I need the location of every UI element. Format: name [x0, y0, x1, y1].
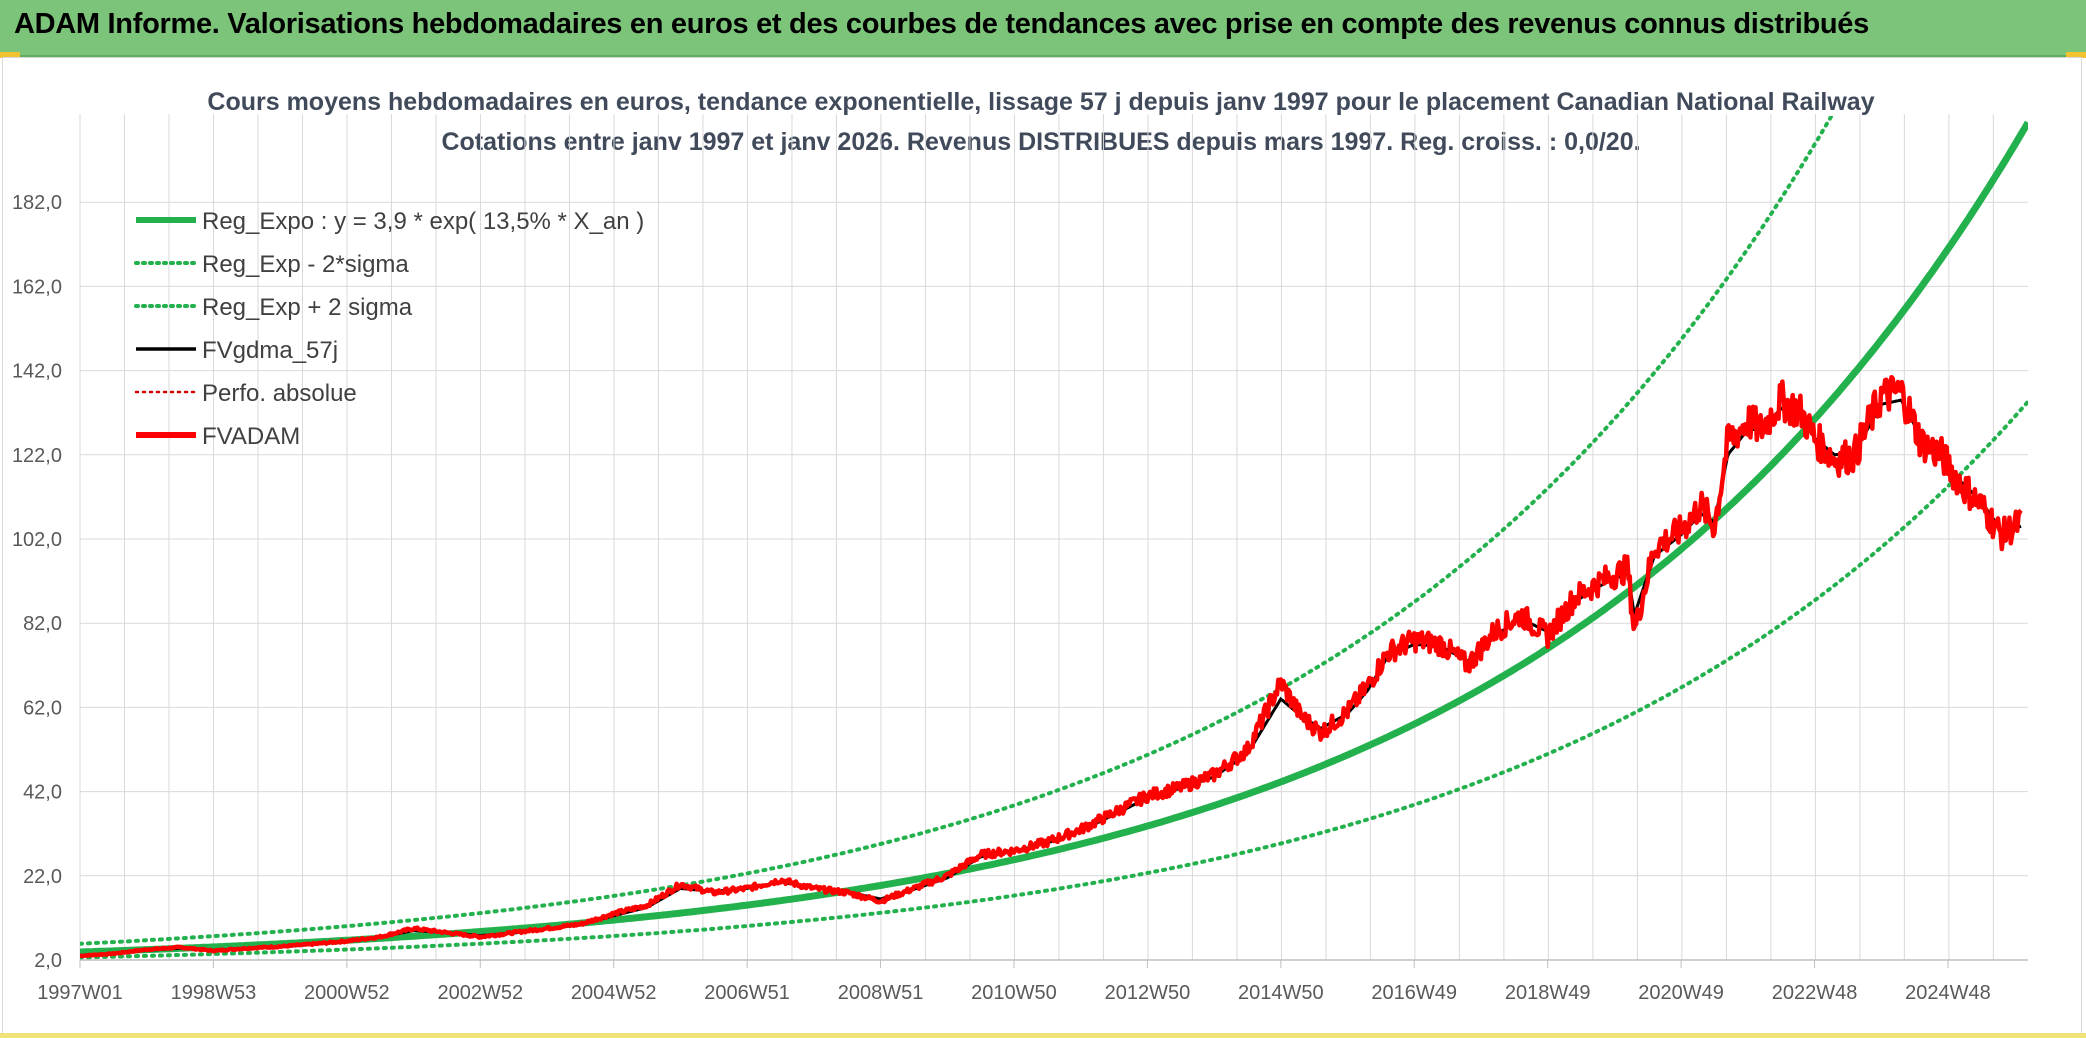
x-tick-label: 2004W52 [571, 982, 657, 1004]
x-tick-label: 2022W48 [1772, 982, 1858, 1004]
y-axis-tick-labels: 2,0 22,0 42,0 62,0 82,0 102,0 122,0 142,0 162,0 1… [12, 192, 62, 972]
y-tick-label: 82,0 [23, 613, 62, 635]
x-tick-label: 2024W48 [1905, 982, 1991, 1004]
y-tick-label: 162,0 [12, 276, 62, 298]
y-tick-label: 42,0 [23, 782, 62, 804]
reg-expo-line [80, 120, 2028, 956]
y-tick-label: 22,0 [23, 866, 62, 888]
series-layer [80, 116, 2028, 960]
y-tick-label: 62,0 [23, 697, 62, 719]
report-title: ADAM Informe. Valorisations hebdomadaire… [14, 8, 1869, 40]
legend-label: FVADAM [202, 423, 300, 450]
legend-label: Reg_Expo : y = 3,9 * exp( 13,5% * X_an ) [202, 208, 644, 235]
bottom-strip [0, 1033, 2086, 1038]
legend-label: Reg_Exp - 2*sigma [202, 251, 409, 278]
y-tick-label: 182,0 [12, 192, 62, 214]
chart-legend: Reg_Expo : y = 3,9 * exp( 13,5% * X_an )… [134, 208, 644, 450]
reg-exp-minus-2sigma-line [80, 399, 2028, 960]
x-tick-label: 2008W51 [838, 982, 924, 1004]
banner-corner-right [2066, 52, 2086, 58]
x-tick-label: 2006W51 [704, 982, 790, 1004]
x-tick-label: 1997W01 [37, 982, 123, 1004]
x-tick-label: 2000W52 [304, 982, 390, 1004]
x-tick-label: 2020W49 [1638, 982, 1724, 1004]
report-banner: ADAM Informe. Valorisations hebdomadaire… [0, 0, 2086, 57]
x-tick-label: 2010W50 [971, 982, 1057, 1004]
y-tick-label: 122,0 [12, 445, 62, 467]
chart-subtitle-line-2: Cotations entre janv 1997 et janv 2026. … [441, 128, 1640, 156]
legend-label: Reg_Exp + 2 sigma [202, 294, 413, 321]
reg-exp-plus-2sigma-line [80, 116, 1834, 946]
x-axis-tick-labels: 1997W01 1998W53 2000W52 2002W52 2004W52 2006W… [37, 982, 1991, 1004]
fvgdma-57j-line [80, 398, 2022, 958]
x-tick-label: 2018W49 [1505, 982, 1591, 1004]
legend-label: FVgdma_57j [202, 337, 338, 364]
x-tick-label: 2012W50 [1105, 982, 1191, 1004]
x-tick-label: 2016W49 [1371, 982, 1457, 1004]
grid-layer [79, 114, 2028, 968]
y-tick-label: 142,0 [12, 361, 62, 383]
legend-label: Perfo. absolue [202, 380, 357, 407]
x-tick-label: 2002W52 [437, 982, 523, 1004]
x-tick-label: 1998W53 [171, 982, 257, 1004]
banner-corner-left [0, 52, 20, 58]
chart-subtitle-line-1: Cours moyens hebdomadaires en euros, ten… [207, 88, 1874, 116]
y-tick-label: 2,0 [34, 950, 62, 972]
x-tick-label: 2014W50 [1238, 982, 1324, 1004]
fvadam-line [80, 374, 2023, 959]
y-tick-label: 102,0 [12, 529, 62, 551]
